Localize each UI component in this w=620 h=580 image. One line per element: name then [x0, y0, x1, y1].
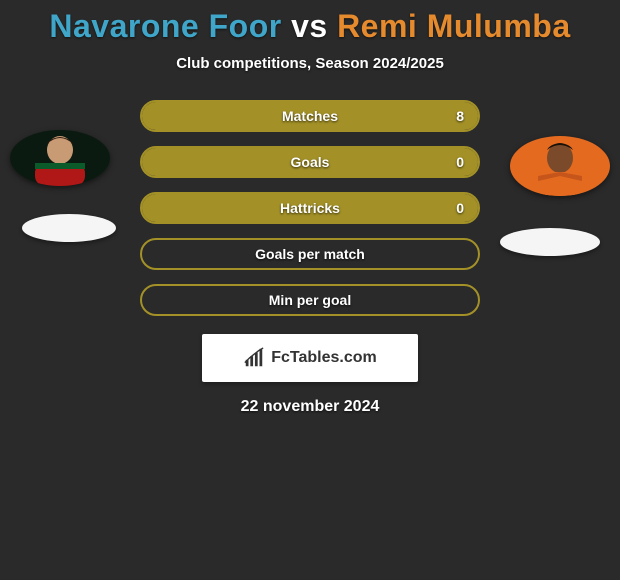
- player1-name: Navarone Foor: [49, 8, 281, 44]
- bar-label: Hattricks: [280, 200, 340, 216]
- bar-hattricks: Hattricks 0: [140, 192, 480, 224]
- bar-matches: Matches 8: [140, 100, 480, 132]
- bar-label: Goals: [291, 154, 330, 170]
- infographic-root: Navarone Foor vs Remi Mulumba Club compe…: [0, 8, 620, 580]
- bar-min-per-goal: Min per goal: [140, 284, 480, 316]
- infographic-date: 22 november 2024: [0, 398, 620, 416]
- subtitle: Club competitions, Season 2024/2025: [0, 55, 620, 72]
- page-title: Navarone Foor vs Remi Mulumba: [0, 8, 620, 45]
- player1-club-badge: [22, 214, 116, 242]
- bar-label: Min per goal: [269, 292, 351, 308]
- bar-value: 0: [456, 200, 464, 216]
- chart-icon: [243, 347, 265, 369]
- branding-badge: FcTables.com: [202, 334, 418, 382]
- bar-goals: Goals 0: [140, 146, 480, 178]
- avatar-icon: [510, 136, 610, 196]
- player2-name: Remi Mulumba: [337, 8, 571, 44]
- bar-value: 0: [456, 154, 464, 170]
- player2-avatar: [510, 136, 610, 196]
- vs-text: vs: [291, 8, 328, 44]
- bar-label: Matches: [282, 108, 338, 124]
- player2-club-badge: [500, 228, 600, 256]
- bar-value: 8: [456, 108, 464, 124]
- branding-text: FcTables.com: [271, 349, 377, 367]
- bar-label: Goals per match: [255, 246, 365, 262]
- player1-avatar: [10, 130, 110, 186]
- bar-goals-per-match: Goals per match: [140, 238, 480, 270]
- avatar-icon: [10, 130, 110, 186]
- stat-bars: Matches 8 Goals 0 Hattricks 0 Goals per …: [140, 100, 480, 316]
